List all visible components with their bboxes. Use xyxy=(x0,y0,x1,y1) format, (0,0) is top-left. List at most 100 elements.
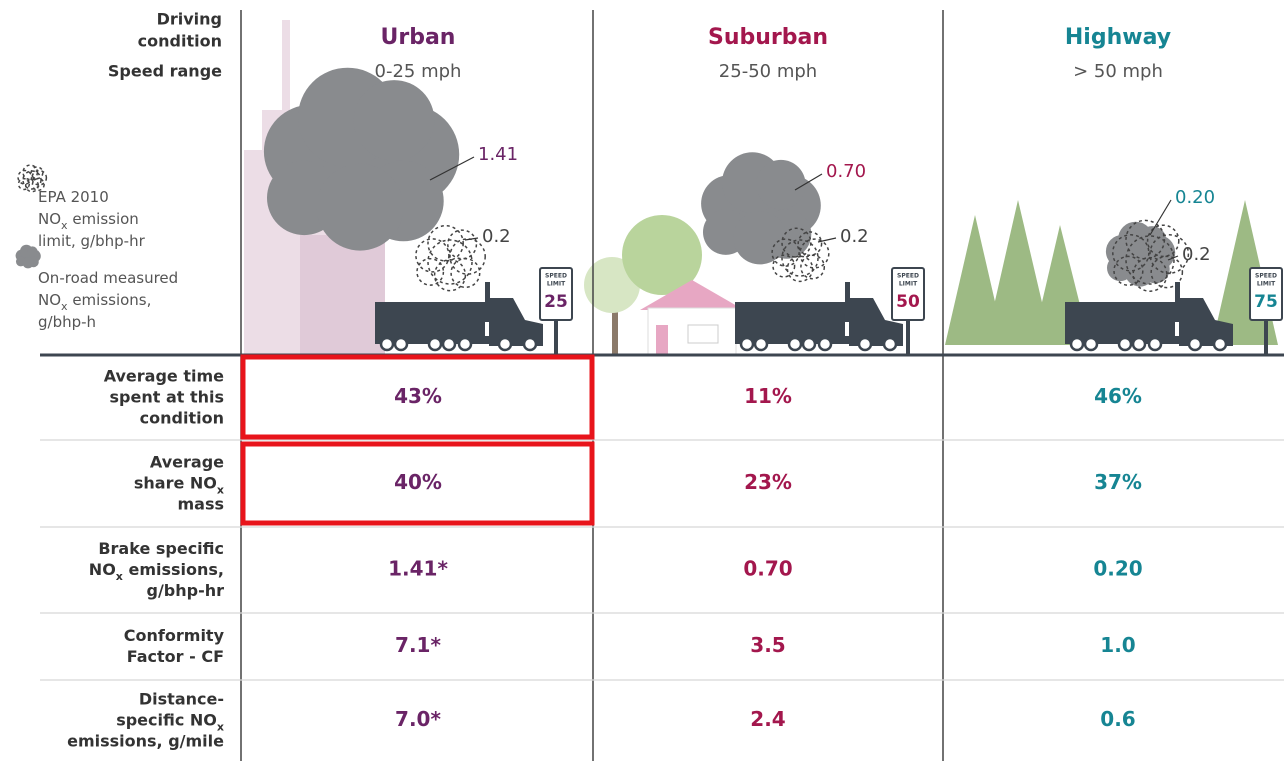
text-segment: NO xyxy=(38,210,61,228)
label-line: g/bhp-h xyxy=(38,313,96,331)
cloud-puff xyxy=(1125,219,1166,260)
cloud-puff xyxy=(1125,235,1175,285)
subscript: x xyxy=(116,570,123,583)
cloud-puff xyxy=(786,255,814,283)
label-line: EPA 2010 xyxy=(38,188,109,206)
text-segment: spent at this xyxy=(110,387,225,406)
label-line: Average time xyxy=(104,366,224,385)
cell-value: 0.6 xyxy=(1100,707,1135,731)
cell-value: 11% xyxy=(744,384,792,408)
text-segment: emissions, g/mile xyxy=(67,731,224,750)
cloud-puff xyxy=(733,211,787,265)
text-segment: emissions, xyxy=(123,560,224,579)
leader xyxy=(1167,255,1179,261)
trailer xyxy=(735,302,845,338)
label-line: share NOx xyxy=(134,473,224,496)
label-line: NOx emission xyxy=(38,210,139,232)
limit-cloud xyxy=(17,164,48,193)
label-line: specific NOx xyxy=(116,710,224,733)
label-line: Brake specific xyxy=(98,539,224,558)
cloud-puff xyxy=(24,178,40,193)
sign-text: LIMIT xyxy=(547,281,566,288)
wheel xyxy=(787,336,803,352)
cloud-puff xyxy=(30,166,44,180)
wheel xyxy=(427,336,443,352)
header-label: Driving xyxy=(157,10,222,29)
column-title: Urban xyxy=(381,25,456,50)
wheel xyxy=(1212,336,1228,352)
cell-value: 0.70 xyxy=(743,557,792,581)
sign-text: SPEED xyxy=(897,273,919,280)
cell-value: 1.0 xyxy=(1100,633,1135,657)
wheel xyxy=(1131,336,1147,352)
cell-value: 40% xyxy=(394,470,442,494)
sign-post xyxy=(554,320,558,355)
column-title: Highway xyxy=(1065,25,1171,50)
header-label: Speed range xyxy=(108,62,222,81)
wheel xyxy=(801,336,817,352)
label-line: Average xyxy=(150,452,224,471)
cloud-puff xyxy=(1124,255,1156,287)
sign-value: 25 xyxy=(544,292,568,312)
wheel xyxy=(857,336,873,352)
wheel xyxy=(1147,336,1163,352)
exhaust xyxy=(845,282,850,322)
sign xyxy=(1249,267,1283,321)
cell-value: 1.41* xyxy=(388,557,448,581)
leader xyxy=(429,156,475,181)
sign-text: LIMIT xyxy=(1257,281,1276,288)
cloud-puff xyxy=(1137,226,1167,255)
subscript: x xyxy=(217,720,224,733)
highlight-box xyxy=(240,354,595,440)
cloud-puff xyxy=(449,238,486,275)
leader xyxy=(1149,199,1172,236)
cab xyxy=(1179,298,1233,346)
cloud-puff xyxy=(447,229,478,260)
leader xyxy=(794,173,823,191)
leader xyxy=(464,237,479,241)
cell-value: 37% xyxy=(1094,470,1142,494)
cloud-puff xyxy=(1132,256,1168,292)
cloud-puff xyxy=(427,239,473,285)
text-segment: g/bhp-h xyxy=(38,313,96,331)
label-line: spent at this xyxy=(110,387,225,406)
cloud-puff xyxy=(22,164,39,181)
header-label: condition xyxy=(138,32,222,51)
truck xyxy=(735,282,903,352)
cell-value: 7.1* xyxy=(395,633,441,657)
cloud-puff xyxy=(427,224,464,262)
wheel xyxy=(1187,336,1203,352)
cloud-puff xyxy=(1113,255,1144,286)
wheel xyxy=(882,336,898,352)
measured-cloud xyxy=(15,244,41,269)
cloud-puff xyxy=(772,254,796,278)
text-segment: emission xyxy=(68,210,139,228)
text-segment: Brake specific xyxy=(98,539,224,558)
label-line: NOx emissions, xyxy=(89,560,224,583)
cell-value: 23% xyxy=(744,470,792,494)
wheel xyxy=(753,336,769,352)
wheel xyxy=(739,336,755,352)
label-line: condition xyxy=(140,408,224,427)
sign-value: 50 xyxy=(896,292,920,312)
cell-value: 3.5 xyxy=(750,633,785,657)
text-segment: specific NO xyxy=(116,710,217,729)
label-line: mass xyxy=(177,494,224,513)
text-segment: Average xyxy=(150,452,224,471)
limit-cloud xyxy=(771,227,830,283)
truck xyxy=(375,282,543,352)
wheel xyxy=(379,336,395,352)
measured-cloud xyxy=(701,152,821,265)
sign-value: 75 xyxy=(1254,292,1278,312)
subscript: x xyxy=(217,483,224,496)
column-title: Suburban xyxy=(708,25,828,50)
leader xyxy=(817,237,837,243)
subscript: x xyxy=(61,300,68,313)
cloud-puff xyxy=(415,238,450,273)
trailer xyxy=(375,302,485,338)
subscript: x xyxy=(61,219,68,232)
cab xyxy=(489,298,543,346)
limit-cloud xyxy=(1112,219,1190,292)
wheel xyxy=(817,336,833,352)
cell-value: 0.20 xyxy=(1093,557,1142,581)
